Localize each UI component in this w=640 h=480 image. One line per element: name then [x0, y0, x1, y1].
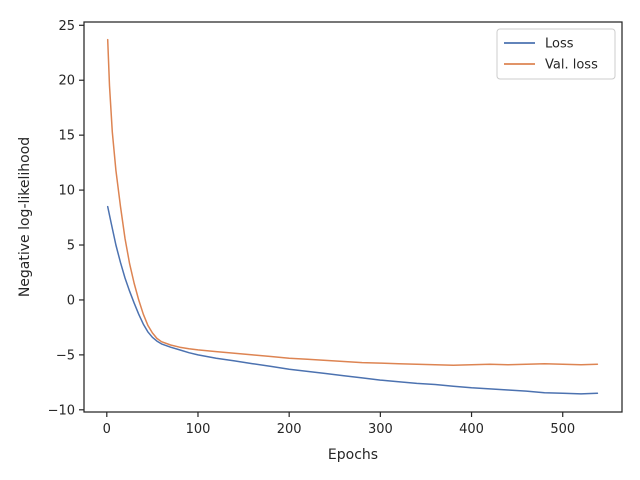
x-tick-label: 200: [277, 422, 302, 437]
y-axis-title: Negative log-likelihood: [17, 137, 33, 297]
legend-label: Val. loss: [545, 58, 598, 73]
y-tick-label: 20: [58, 74, 75, 89]
y-axis: −10 −5 0 5 10 15 20 25: [48, 19, 84, 418]
x-tick-label: 100: [186, 422, 211, 437]
y-tick-label: 5: [67, 239, 75, 254]
x-tick-label: 400: [459, 422, 484, 437]
y-tick-label: 25: [58, 19, 75, 34]
x-tick-label: 300: [368, 422, 393, 437]
y-tick-label: −5: [56, 348, 75, 363]
x-axis: 0 100 200 300 400 500: [103, 412, 575, 437]
y-tick-label: 0: [67, 293, 75, 308]
x-tick-label: 500: [550, 422, 575, 437]
legend-label: Loss: [545, 37, 574, 52]
legend-box: [496, 28, 616, 80]
plot-frame: [83, 21, 623, 413]
y-tick-label: 10: [58, 184, 75, 199]
y-tick-label: 15: [58, 129, 75, 144]
legend: Loss Val. loss: [496, 28, 616, 80]
x-axis-title: Epochs: [328, 447, 378, 463]
series-line-loss: [106, 205, 599, 395]
series-line-val-loss: [106, 38, 599, 367]
series-layer: [106, 38, 599, 395]
x-tick-label: 0: [103, 422, 111, 437]
y-tick-label: −10: [48, 403, 75, 418]
